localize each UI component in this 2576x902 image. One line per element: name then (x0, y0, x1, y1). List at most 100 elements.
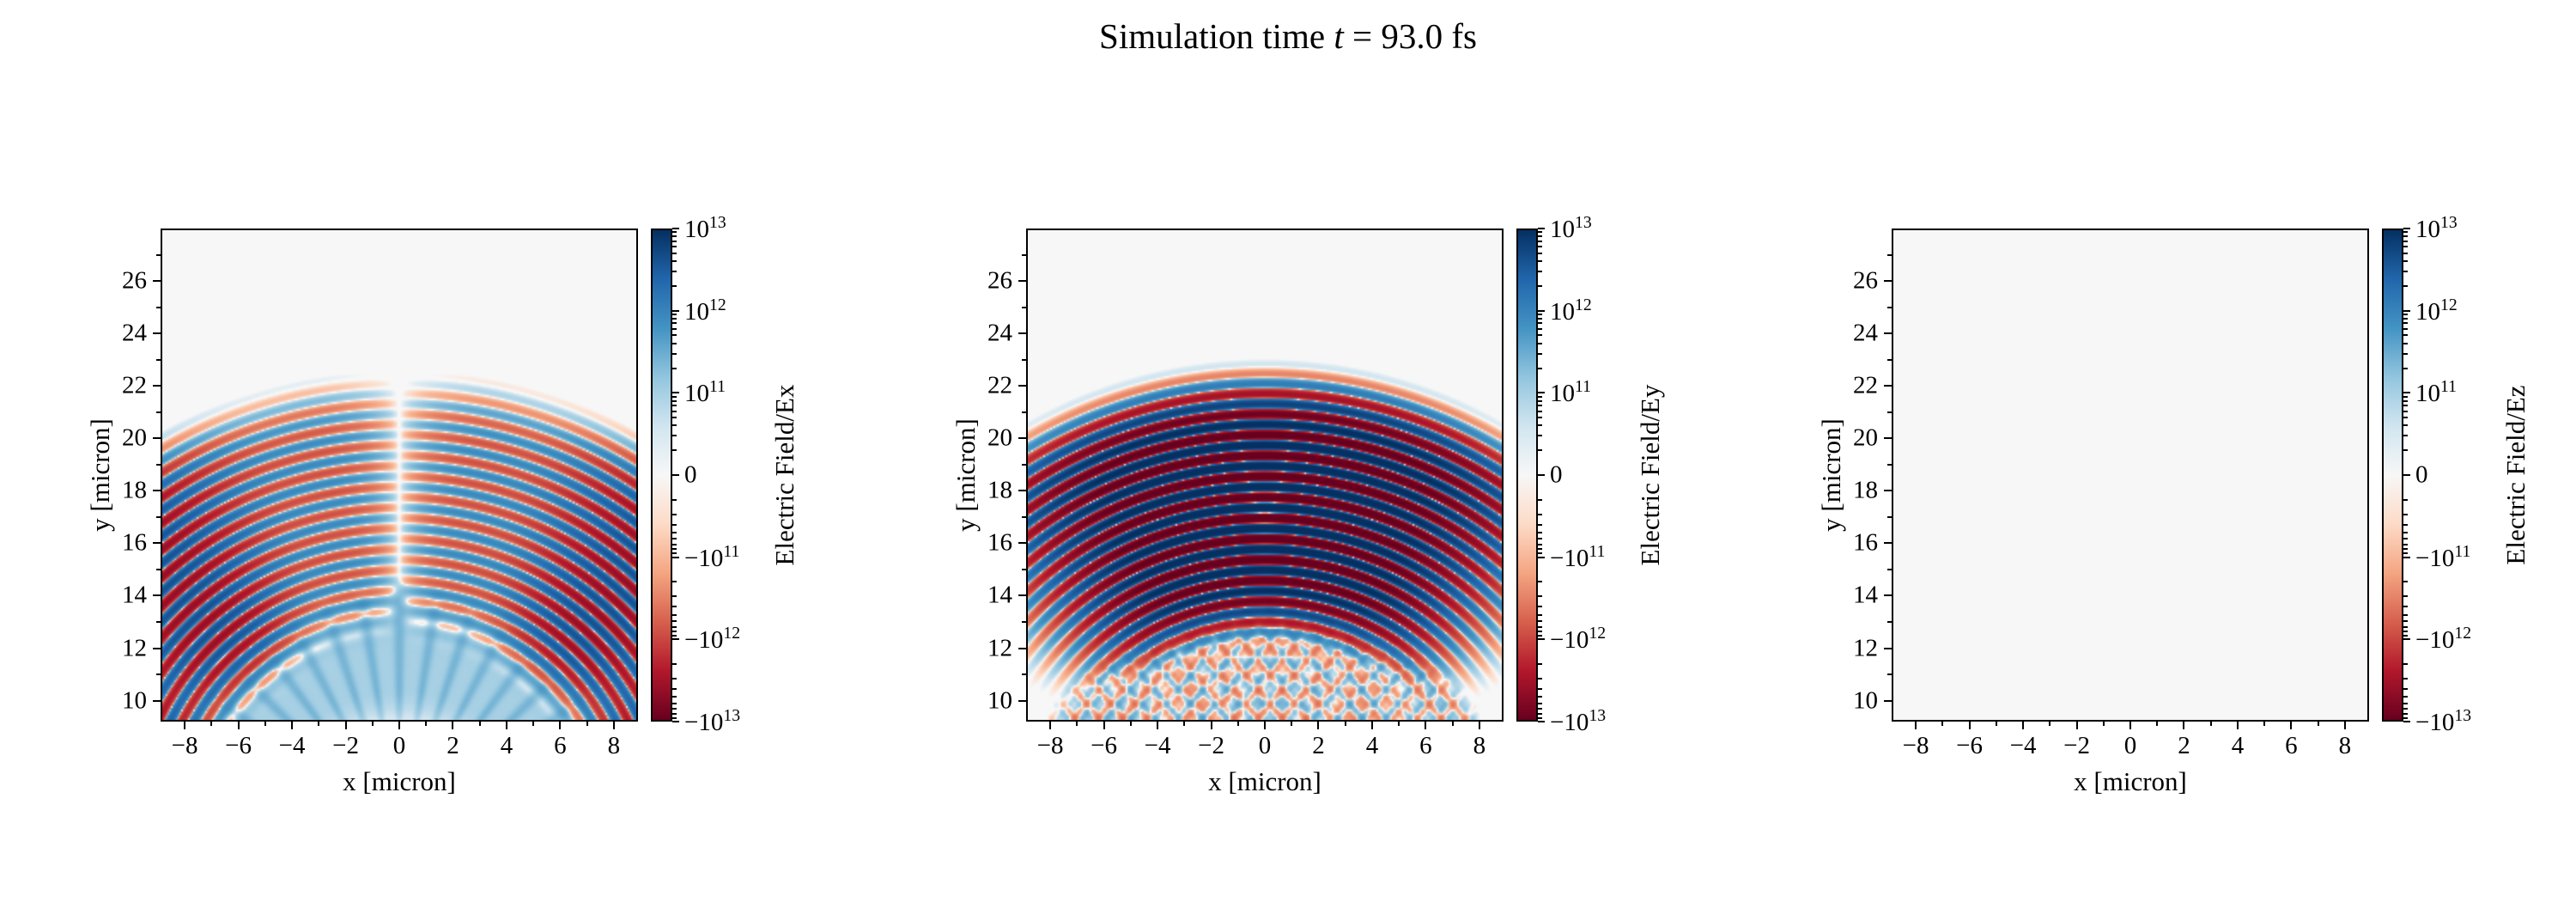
colorbar-minor-tick (2403, 708, 2408, 710)
colorbar-major-tick (672, 392, 679, 394)
colorbar-major-tick (2403, 474, 2410, 476)
y-tick-label: 14 (987, 581, 1012, 609)
y-major-tick (1884, 647, 1892, 649)
colorbar-minor-tick (1538, 613, 1542, 616)
colorbar-minor-tick (1538, 538, 1542, 540)
y-major-tick (153, 332, 161, 335)
colorbar-tick-label: −1011 (684, 541, 740, 572)
colorbar-minor-tick (2403, 498, 2408, 501)
colorbar-major-tick (1538, 392, 1545, 394)
x-minor-tick (264, 722, 266, 726)
colorbar-minor-tick (672, 424, 677, 427)
colorbar-ex: 1013 1012 1011 0 −1011 −1012 −1013 (651, 214, 740, 734)
x-minor-tick (2317, 722, 2319, 726)
colorbar-minor-tick (2403, 696, 2408, 698)
colorbar-major-tick (2403, 721, 2410, 722)
x-major-tick (184, 722, 186, 729)
colorbar-minor-tick (1538, 552, 1542, 555)
colorbar-minor-tick (1538, 677, 1542, 680)
y-minor-tick (1022, 620, 1026, 623)
y-major-tick (1884, 437, 1892, 440)
x-major-tick (2129, 722, 2131, 729)
y-tick-label: 14 (122, 581, 147, 609)
colorbar-minor-tick (672, 231, 677, 234)
colorbar-major-tick (1538, 309, 1545, 312)
colorbar-minor-tick (2403, 552, 2408, 555)
colorbar-tick-label: −1012 (2415, 624, 2472, 655)
y-minor-tick (1022, 358, 1026, 361)
colorbar-minor-tick (1538, 395, 1542, 398)
colorbar-minor-tick (672, 552, 677, 555)
colorbar-minor-tick (1538, 405, 1542, 407)
x-tick-label: −6 (1956, 732, 1984, 759)
colorbar-minor-tick (1538, 449, 1542, 452)
y-major-tick (1884, 332, 1892, 335)
colorbar-minor-tick (2403, 634, 2408, 637)
colorbar-major-tick (672, 638, 679, 641)
y-minor-tick (156, 673, 161, 676)
colorbar-tick-label: −1012 (684, 624, 741, 655)
y-minor-tick (156, 253, 161, 256)
colorbar-major-tick (1538, 474, 1545, 476)
y-tick-label: 18 (987, 476, 1012, 504)
x-axis-label: x [micron] (2074, 766, 2187, 796)
y-minor-tick (156, 411, 161, 413)
x-major-tick (237, 722, 240, 729)
x-tick-label: 2 (447, 732, 459, 759)
colorbar-major-tick (2403, 392, 2410, 394)
heatmap-canvas-ey (1028, 230, 1502, 720)
y-major-tick (1018, 647, 1026, 649)
colorbar-minor-tick (672, 395, 677, 398)
colorbar-minor-tick (2403, 399, 2408, 402)
x-major-tick (2236, 722, 2239, 729)
x-major-tick (1264, 722, 1266, 729)
colorbar-minor-tick (672, 334, 677, 337)
y-major-tick (1018, 699, 1026, 702)
y-major-tick (1018, 437, 1026, 440)
x-minor-tick (1129, 722, 1132, 726)
y-minor-tick (1022, 515, 1026, 518)
colorbar-minor-tick (2403, 702, 2408, 704)
x-minor-tick (371, 722, 374, 726)
y-tick-label: 16 (987, 528, 1012, 557)
colorbar-minor-tick (672, 548, 677, 551)
colorbar-minor-tick (1538, 424, 1542, 427)
y-minor-tick (1887, 620, 1892, 623)
colorbar-major-tick (1538, 228, 1545, 229)
x-major-tick (1425, 722, 1427, 729)
x-minor-tick (2263, 722, 2266, 726)
colorbar-minor-tick (1538, 334, 1542, 337)
colorbar-minor-tick (672, 449, 677, 452)
colorbar-minor-tick (2403, 417, 2408, 419)
x-minor-tick (1344, 722, 1346, 726)
y-axis-label: y [micron] (85, 418, 115, 532)
y-major-tick (153, 699, 161, 702)
colorbar-minor-tick (672, 410, 677, 412)
colorbar-minor-tick (1538, 543, 1542, 545)
colorbar-minor-tick (2403, 246, 2408, 248)
colorbar-minor-tick (1538, 606, 1542, 608)
colorbar-minor-tick (672, 240, 677, 242)
colorbar-minor-tick (672, 620, 677, 623)
x-major-tick (559, 722, 562, 729)
y-major-tick (1018, 542, 1026, 545)
colorbar-tick-label: 1013 (684, 213, 726, 243)
y-major-tick (153, 647, 161, 649)
x-minor-tick (478, 722, 481, 726)
x-tick-label: −4 (278, 732, 306, 759)
y-minor-tick (1887, 411, 1892, 413)
y-major-tick (1884, 280, 1892, 283)
colorbar-tick-label: 1012 (2415, 295, 2458, 326)
colorbar-minor-tick (2403, 317, 2408, 320)
colorbar-minor-tick (2403, 410, 2408, 412)
y-minor-tick (1887, 515, 1892, 518)
x-minor-tick (1236, 722, 1239, 726)
y-major-tick (1018, 385, 1026, 387)
x-tick-label: 8 (607, 732, 621, 759)
x-major-tick (452, 722, 454, 729)
colorbar-minor-tick (2403, 252, 2408, 254)
x-tick-label: −8 (171, 732, 198, 759)
colorbar-minor-tick (672, 712, 677, 715)
x-minor-tick (318, 722, 320, 726)
y-minor-tick (1887, 673, 1892, 676)
